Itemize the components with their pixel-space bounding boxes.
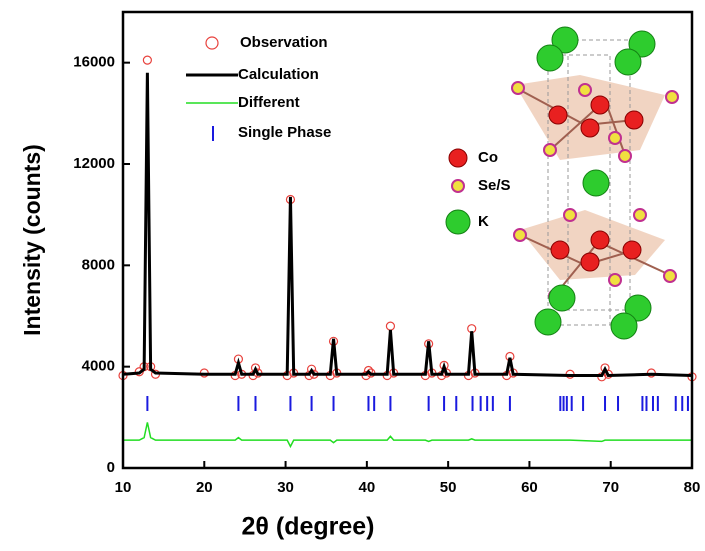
y-tick-label: 4000: [82, 358, 115, 375]
legend-label: Single Phase: [238, 124, 331, 141]
legend-label: Different: [238, 94, 300, 111]
legend-label: Observation: [240, 34, 328, 51]
annotation: K: [478, 213, 489, 230]
legend-label: Calculation: [238, 66, 319, 83]
data-point: [385, 321, 396, 331]
x-tick-label: 20: [196, 479, 213, 496]
y-tick-label: 16000: [73, 54, 115, 71]
y-tick-label: 0: [107, 459, 115, 476]
data-point: [142, 55, 152, 65]
annotation: Se/S: [478, 177, 511, 194]
x-tick-label: 50: [440, 479, 457, 496]
data-point: [363, 365, 374, 376]
x-tick-label: 60: [521, 479, 538, 496]
series-line: [122, 72, 693, 378]
crystal-structure: [445, 26, 679, 340]
x-tick-label: 10: [115, 479, 132, 496]
x-tick-label: 70: [602, 479, 619, 496]
plot-frame: [121, 10, 694, 470]
legend-marker: [205, 36, 219, 50]
y-tick-label: 8000: [82, 256, 115, 273]
series-line: [123, 422, 692, 449]
y-axis-title: Intensity (counts): [19, 144, 45, 336]
x-tick-label: 30: [277, 479, 294, 496]
x-axis-title: 2θ (degree): [242, 513, 375, 541]
x-tick-label: 80: [684, 479, 701, 496]
x-tick-label: 40: [359, 479, 376, 496]
annotation: Co: [478, 149, 498, 166]
y-tick-label: 12000: [73, 155, 115, 172]
